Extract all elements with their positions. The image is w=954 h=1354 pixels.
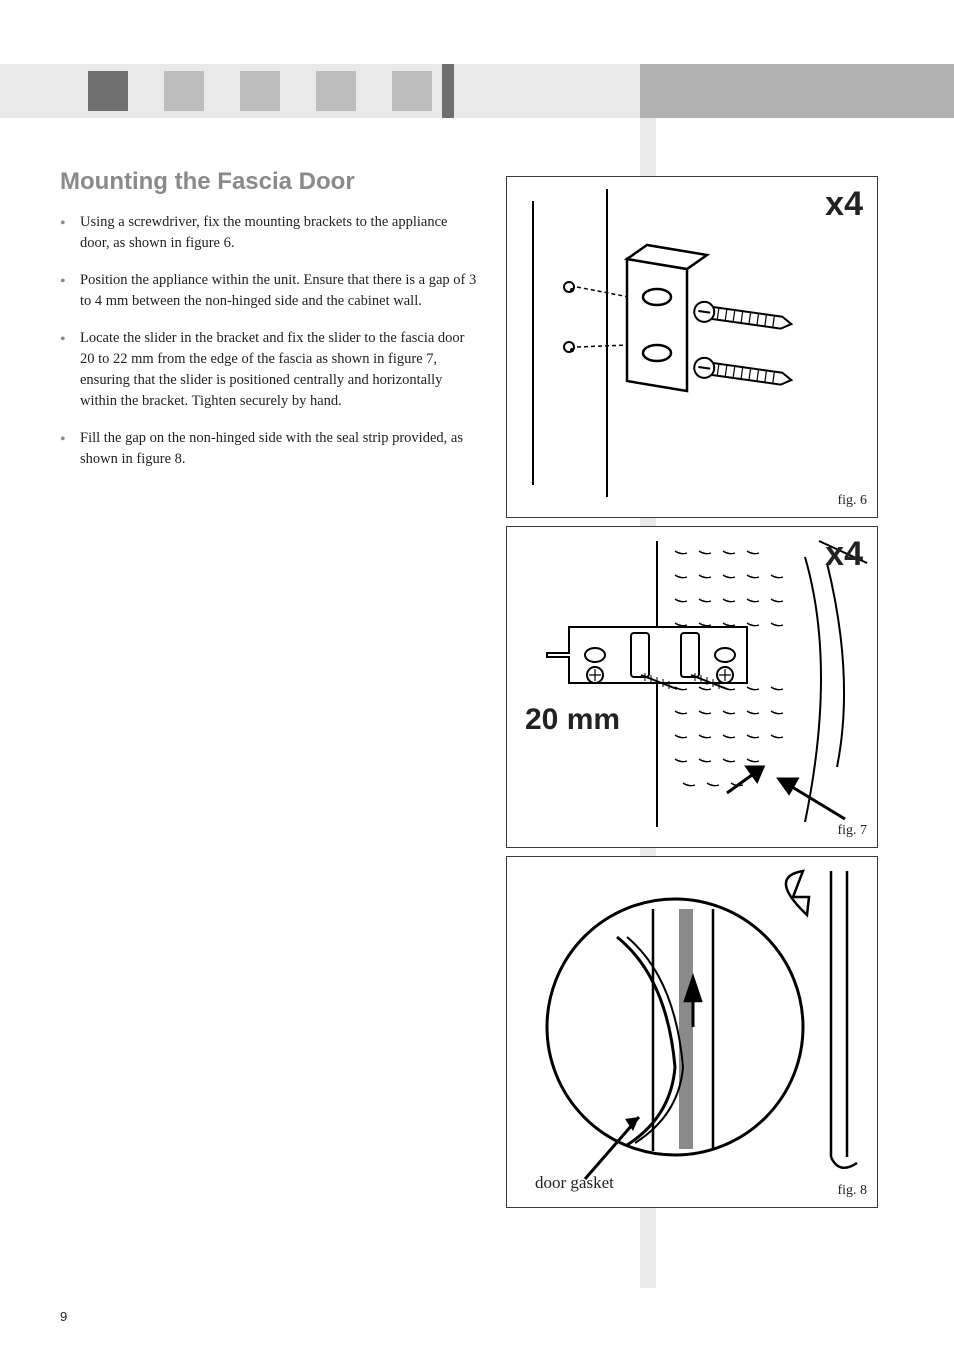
header-square-3 (240, 71, 280, 111)
figure-8: door gasket fig. 8 (506, 856, 878, 1208)
page-number: 9 (60, 1309, 67, 1324)
header-bar (0, 64, 954, 118)
instruction-item: Fill the gap on the non-hinged side with… (60, 428, 480, 470)
header-square-4 (316, 71, 356, 111)
figure-8-caption: fig. 8 (837, 1183, 867, 1199)
figure-6: x4 fig. 6 (506, 176, 878, 518)
figures-column: x4 fig. 6 (506, 176, 878, 1208)
figure-6-caption: fig. 6 (837, 493, 867, 509)
instruction-list: Using a screwdriver, fix the mounting br… (60, 212, 480, 470)
header-square-5 (392, 71, 432, 111)
figure-7-qty: x4 (825, 535, 863, 574)
header-square-2 (164, 71, 204, 111)
instruction-item: Position the appliance within the unit. … (60, 270, 480, 312)
figure-8-svg (507, 857, 879, 1209)
instruction-item: Locate the slider in the bracket and fix… (60, 328, 480, 412)
figure-7-dimension: 20 mm (525, 703, 620, 737)
header-divider (442, 64, 454, 118)
figure-8-label: door gasket (535, 1173, 614, 1193)
figure-7-svg (507, 527, 879, 849)
instruction-item: Using a screwdriver, fix the mounting br… (60, 212, 480, 254)
figure-6-qty: x4 (825, 185, 863, 224)
figure-7: x4 20 mm fig. 7 (506, 526, 878, 848)
header-bg-right (640, 64, 954, 118)
page: Mounting the Fascia Door Using a screwdr… (0, 0, 954, 1354)
figure-6-svg (507, 177, 879, 519)
header-square-1 (88, 71, 128, 111)
figure-7-caption: fig. 7 (837, 823, 867, 839)
